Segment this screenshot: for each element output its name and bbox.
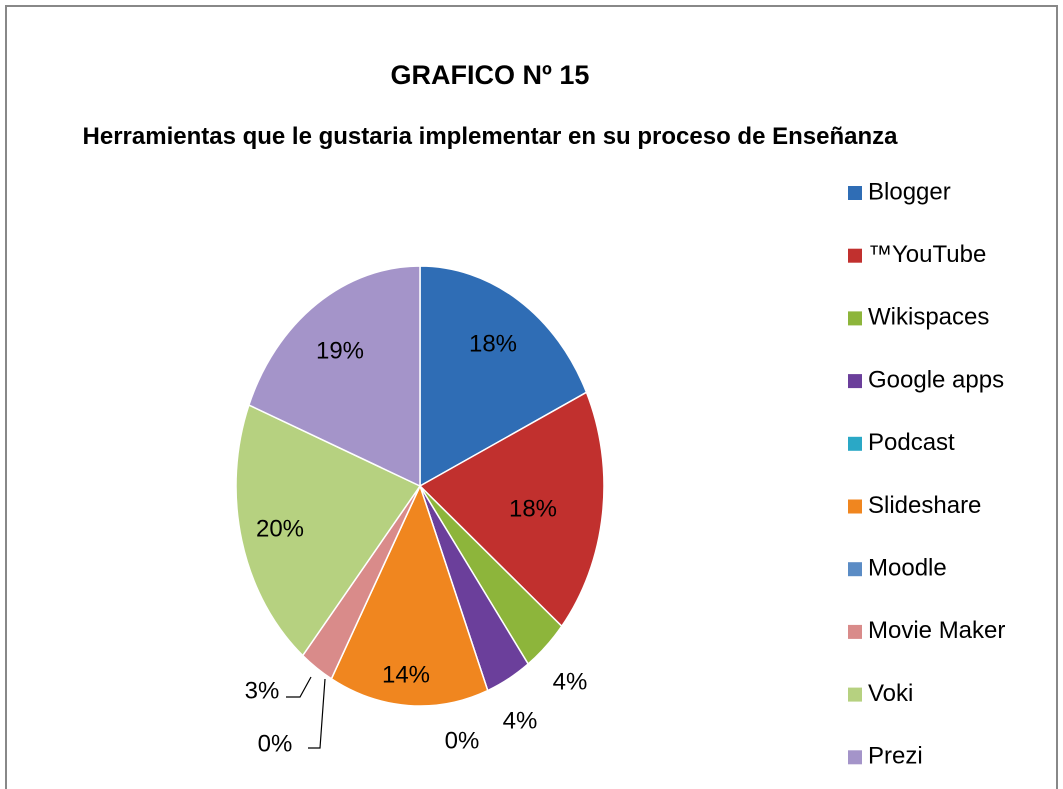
pie-slice (248, 265, 421, 488)
data-label: 3% (245, 677, 280, 704)
legend-label: Blogger (868, 178, 951, 205)
data-label: 18% (469, 330, 517, 357)
legend-label: Movie Maker (868, 617, 1005, 644)
leader-line (286, 676, 312, 698)
legend-swatch (848, 499, 862, 514)
pie-slice (235, 403, 422, 657)
data-label: 18% (509, 495, 557, 522)
legend-label: Podcast (868, 429, 955, 456)
chart-frame (5, 5, 1058, 789)
legend-label: ™YouTube (868, 241, 986, 268)
data-label: 0% (445, 727, 480, 754)
data-label: 20% (256, 515, 304, 542)
legend-label: Slideshare (868, 492, 981, 519)
legend-swatch (848, 248, 862, 263)
pie-slice (418, 391, 605, 628)
legend-swatch (848, 687, 862, 702)
legend-swatch (848, 311, 862, 326)
legend-swatch (848, 750, 862, 765)
data-label: 0% (258, 730, 293, 757)
data-label: 4% (553, 668, 588, 695)
chart-title: GRAFICO Nº 15 (390, 60, 590, 90)
legend-swatch (848, 562, 862, 577)
legend-swatch (848, 374, 862, 389)
data-label: 14% (382, 661, 430, 688)
legend-label: Voki (868, 680, 913, 707)
leader-line (308, 678, 326, 749)
legend-swatch (848, 436, 862, 451)
legend-label: Google apps (868, 366, 1004, 393)
pie-slice (419, 265, 588, 488)
legend-swatch (848, 186, 862, 200)
legend-label: Moodle (868, 555, 947, 582)
chart-subtitle: Herramientas que le gustaria implementar… (82, 123, 898, 150)
data-label: 4% (503, 707, 538, 734)
data-label: 19% (316, 337, 364, 364)
legend-label: Prezi (868, 743, 923, 770)
legend-swatch (848, 624, 862, 639)
legend-label: Wikispaces (868, 304, 989, 331)
pie-slice (330, 483, 489, 707)
